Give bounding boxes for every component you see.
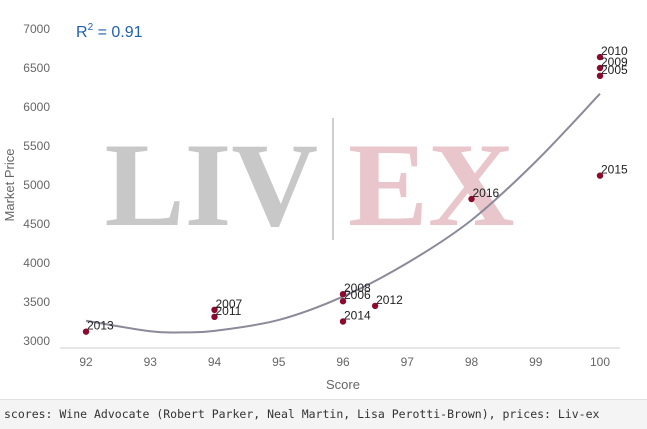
data-point — [339, 318, 347, 325]
data-point — [596, 72, 604, 80]
y-tick-label: 4500 — [23, 217, 50, 231]
data-point-label: 2013 — [87, 319, 114, 333]
data-point-label: 2014 — [344, 309, 371, 323]
x-axis-ticks: 92 93 94 95 96 97 98 99 100 — [79, 355, 610, 369]
scatter-chart: LIV EX 3000 3500 4000 4500 5000 5500 6000 6500 7… — [2, 22, 628, 392]
x-tick-label: 92 — [79, 355, 93, 369]
data-point-label: 2016 — [473, 186, 500, 200]
data-point — [339, 298, 347, 305]
data-point-label: 2011 — [216, 304, 242, 318]
data-point-label: 2005 — [601, 63, 628, 77]
data-point — [82, 328, 90, 335]
data-point — [596, 172, 604, 179]
data-point — [211, 313, 218, 321]
y-axis-ticks: 3000 3500 4000 4500 5000 5500 6000 6500 7000 — [23, 22, 50, 348]
x-tick-label: 100 — [590, 355, 610, 369]
x-tick-label: 98 — [465, 355, 479, 369]
watermark-right: EX — [348, 118, 515, 251]
y-tick-label: 6000 — [23, 100, 50, 114]
x-axis-label: Score — [326, 377, 360, 392]
r-squared-prefix: R — [76, 24, 88, 41]
y-tick-label: 6500 — [23, 61, 50, 75]
x-tick-label: 93 — [144, 355, 158, 369]
data-point — [596, 53, 604, 61]
x-tick-label: 95 — [272, 355, 286, 369]
source-footer: scores: Wine Advocate (Robert Parker, Ne… — [0, 399, 647, 429]
y-axis-label: Market Price — [2, 149, 17, 222]
y-tick-label: 5000 — [23, 178, 50, 192]
x-tick-label: 94 — [208, 355, 222, 369]
y-tick-label: 3500 — [23, 295, 50, 309]
y-tick-label: 3000 — [23, 334, 50, 348]
y-tick-label: 4000 — [23, 256, 50, 270]
x-tick-label: 97 — [401, 355, 415, 369]
trendline — [85, 93, 601, 334]
data-point-label: 2012 — [376, 293, 403, 307]
data-point — [371, 302, 379, 310]
data-point — [468, 195, 475, 203]
x-tick-label: 96 — [336, 355, 350, 369]
data-point-label: 2009 — [601, 55, 628, 69]
data-point — [596, 64, 604, 72]
livex-watermark-logo: LIV EX — [105, 118, 515, 251]
data-point — [211, 306, 218, 313]
source-text: scores: Wine Advocate (Robert Parker, Ne… — [4, 407, 600, 421]
data-point-label: 2010 — [601, 44, 628, 58]
r-squared-label: R2 = 0.91 — [76, 22, 143, 41]
r-squared-value: = 0.91 — [93, 24, 142, 41]
r-squared-exponent: 2 — [88, 22, 94, 33]
data-point-label: 2015 — [601, 163, 628, 177]
watermark-left: LIV — [105, 118, 318, 251]
data-point-label: 2008 — [344, 281, 371, 295]
data-point-label: 2007 — [216, 297, 243, 311]
y-tick-label: 5500 — [23, 139, 50, 153]
data-point — [339, 291, 347, 298]
x-tick-label: 99 — [529, 355, 543, 369]
data-points — [82, 53, 604, 335]
data-point-label: 2006 — [344, 288, 371, 302]
y-tick-label: 7000 — [23, 22, 50, 36]
